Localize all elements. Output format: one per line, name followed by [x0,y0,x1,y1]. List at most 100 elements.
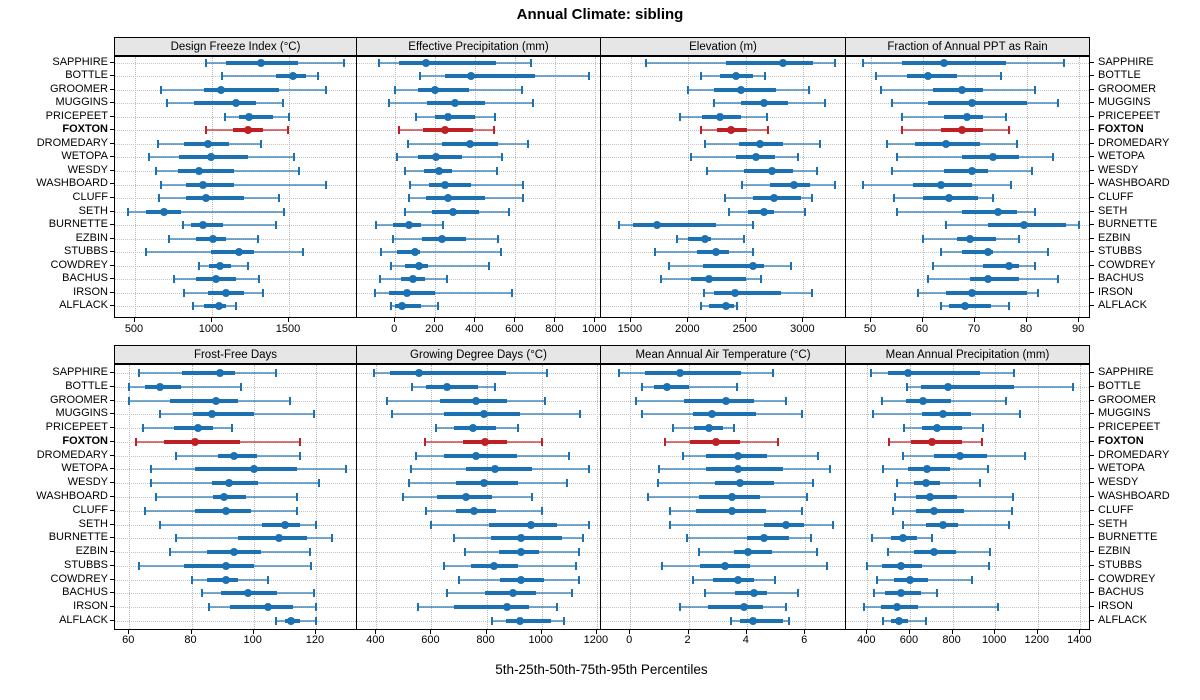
whisker-end-95th [997,603,1000,612]
median-dot [441,180,450,189]
median-dot [280,520,289,529]
percentile-25-75-bar [204,87,279,92]
site-label-left: MUGGINS [55,407,108,420]
y-axis-tick-right [1090,427,1094,429]
x-gridline [1027,57,1028,317]
median-dot [722,396,731,405]
x-axis-tick-label: 400 [465,323,484,335]
y-axis-tick-right [1090,291,1094,293]
whisker-end-5th [902,424,905,433]
row-reference-line [601,184,845,186]
x-axis-tick-label: 1500 [617,323,643,335]
site-label-right: BURNETTE [1098,218,1158,231]
y-axis-tick-right [1090,278,1094,280]
x-axis-tick-label: 90 [1071,323,1085,335]
percentile-25-75-bar [902,60,1007,65]
y-axis-tick-left [110,619,114,621]
site-label-right: WETOPA [1098,462,1145,475]
site-label-right: BOTTLE [1098,69,1141,81]
percentile-25-75-bar [707,605,763,610]
x-axis-tick-label: 70 [967,323,981,335]
y-axis-tick-right [1090,509,1094,511]
site-label-left: COWDREY [50,258,108,271]
median-dot [968,99,977,108]
x-axis-tick-label: 120 [305,634,325,646]
site-label-left: IRSON [73,285,108,298]
whisker-end-95th [540,506,543,515]
median-dot [965,234,974,243]
x-axis-tick-label: 1500 [275,323,301,335]
y-axis-tick-right [1090,142,1094,144]
whisker-end-5th [862,180,865,189]
median-dot [517,548,525,556]
whisker-end-5th [150,465,153,474]
whisker-end-5th [927,275,930,284]
whisker-end-95th [231,424,233,433]
y-axis-tick-left [110,578,114,580]
median-dot [415,369,423,377]
x-axis-tick [514,318,516,322]
percentile-25-75-bar [185,182,235,187]
x-gridline [1079,57,1081,317]
row-reference-line [357,620,600,622]
percentile-25-75-bar [688,236,711,241]
percentile-25-75-bar [178,168,235,173]
x-axis-tick-label: 600 [421,634,440,646]
whisker-end-5th [147,153,150,162]
x-axis-tick [1036,630,1038,634]
percentile-25-75-bar [733,550,772,554]
whisker-end-95th [588,72,591,81]
whisker-end-95th [987,561,990,570]
x-axis-tick-label: 1000 [582,323,607,335]
median-dot [221,575,230,584]
panel-plot [845,56,1090,318]
percentile-25-75-bar [911,439,963,444]
median-dot [217,85,226,94]
median-dot [930,506,939,515]
y-axis-tick-left [110,183,114,185]
y-axis-tick-left [110,427,114,429]
percentile-25-75-bar [211,481,259,486]
x-axis-tick [1078,318,1080,322]
y-axis-tick-left [110,399,114,401]
median-dot [721,302,730,311]
x-axis-tick [540,630,542,634]
x-axis-tick [474,318,476,322]
whisker-end-95th [803,207,806,216]
median-dot [515,616,524,625]
site-label-left: FOXTON [62,434,108,447]
whisker-end-5th [390,261,393,270]
whisker-end-5th [430,520,433,529]
whisker-end-95th [587,465,590,474]
whisker-end-5th [896,479,899,488]
x-axis-tick [485,630,487,634]
whisker-end-5th [658,465,661,474]
median-dot [229,548,238,556]
median-dot [467,72,476,81]
y-axis-tick-right [1090,305,1094,307]
whisker-end-95th [1052,153,1055,162]
whisker-end-5th [407,139,410,148]
y-axis-tick-left [110,385,114,387]
whisker-end-95th [1008,520,1010,529]
panel-strip: Frost-Free Days [114,345,357,364]
percentile-25-75-bar [238,536,307,541]
site-label-right: EZBIN [1098,231,1131,244]
whisker-end-95th [308,548,311,556]
x-axis-tick-label: 0 [626,634,633,646]
whisker-end-5th [394,85,397,94]
row-reference-line [846,620,1089,622]
median-dot [968,288,977,297]
whisker-end-5th [434,424,437,433]
site-label-left: BOTTLE [65,379,108,392]
whisker-end-95th [530,58,533,67]
median-dot [712,248,720,257]
panel-strip: Mean Annual Air Temperature (°C) [600,345,846,364]
percentile-25-75-bar [399,60,497,65]
whisker-end-5th [157,139,160,148]
median-dot [728,492,737,501]
site-label-right: DROMEDARY [1098,136,1170,149]
whisker-end-95th [577,575,580,584]
median-dot [767,166,776,175]
whisker-end-5th [154,492,157,501]
